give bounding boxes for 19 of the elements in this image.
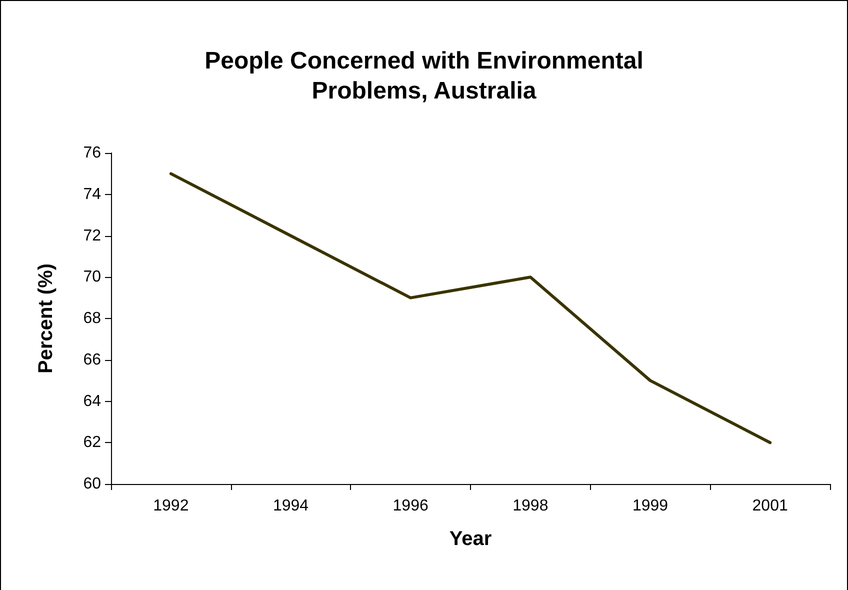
y-tick-label: 74	[83, 186, 102, 203]
x-tick-label: 2001	[752, 498, 788, 514]
x-tick-label: 1998	[512, 498, 548, 514]
line-series	[169, 172, 772, 444]
chart-title: People Concerned with Environmental Problems, Australia	[204, 48, 644, 104]
y-tick-label: 68	[83, 310, 102, 327]
x-tick-label: 1994	[272, 498, 309, 514]
y-tick-label: 60	[83, 476, 102, 492]
y-tick-label: 64	[83, 392, 102, 410]
x-tick-label: 1999	[632, 498, 668, 514]
y-axis-title: Percent (%)	[35, 263, 57, 374]
y-tick-label: 76	[83, 144, 102, 162]
y-tick-label: 62	[83, 434, 102, 452]
x-axis-title: Year	[449, 528, 492, 550]
x-tick-label: 1996	[392, 498, 428, 514]
y-tick-label: 70	[83, 268, 102, 286]
y-tick-label: 66	[83, 351, 102, 368]
x-tick-label: 1992	[153, 498, 189, 514]
y-tick-label: 72	[83, 227, 102, 244]
